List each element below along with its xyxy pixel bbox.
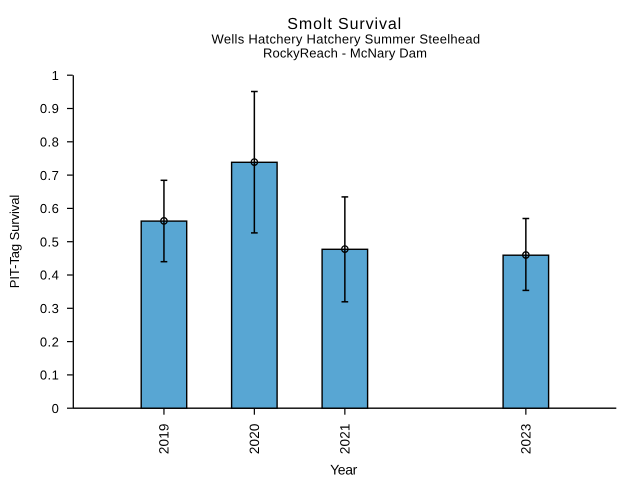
svg-text:2020: 2020 — [247, 423, 262, 454]
svg-text:2019: 2019 — [157, 423, 172, 454]
svg-text:0.2: 0.2 — [40, 334, 60, 349]
svg-text:2023: 2023 — [519, 423, 534, 454]
svg-text:0.7: 0.7 — [40, 168, 60, 183]
svg-text:0.8: 0.8 — [40, 135, 60, 150]
svg-text:0: 0 — [52, 401, 60, 416]
svg-text:1: 1 — [52, 68, 60, 83]
svg-text:PIT-Tag Survival: PIT-Tag Survival — [7, 195, 22, 289]
svg-text:Smolt Survival: Smolt Survival — [287, 16, 402, 33]
svg-text:RockyReach - McNary Dam: RockyReach - McNary Dam — [263, 46, 427, 61]
svg-text:0.5: 0.5 — [40, 234, 60, 249]
svg-text:2021: 2021 — [338, 423, 353, 454]
svg-text:0.9: 0.9 — [40, 101, 60, 116]
svg-text:0.1: 0.1 — [40, 368, 60, 383]
svg-text:0.4: 0.4 — [40, 268, 60, 283]
svg-text:Year: Year — [330, 461, 357, 477]
svg-text:Wells Hatchery Hatchery Summer: Wells Hatchery Hatchery Summer Steelhead — [212, 31, 481, 46]
svg-text:0.6: 0.6 — [40, 201, 60, 216]
svg-text:0.3: 0.3 — [40, 301, 60, 316]
